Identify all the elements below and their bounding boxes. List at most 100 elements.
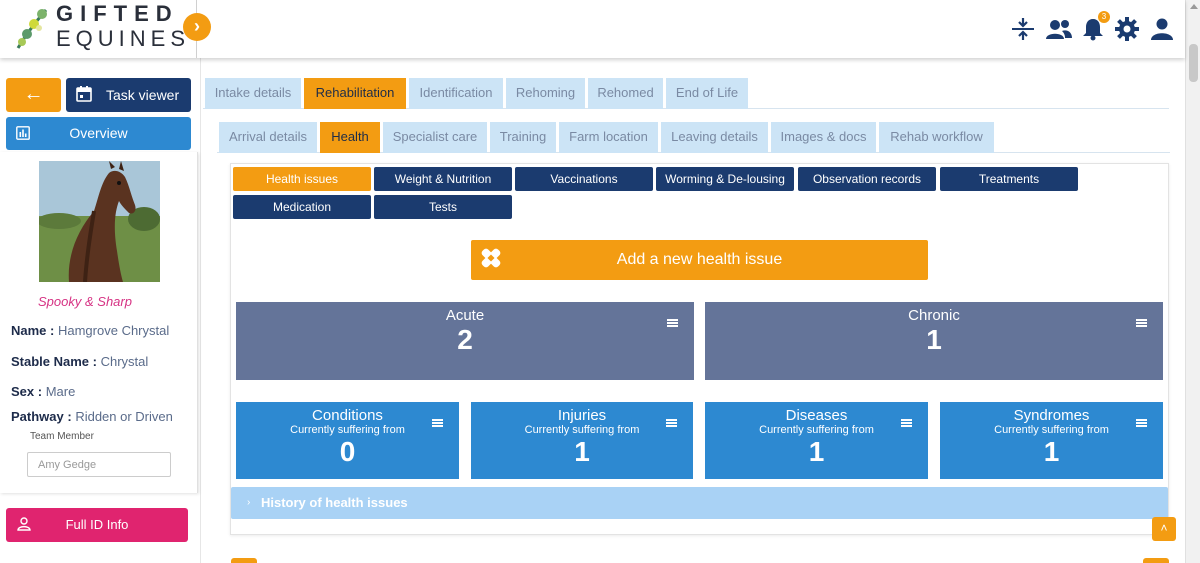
stat-title: Injuries [557,407,607,424]
info-value: Hamgrove Chrystal [57,323,170,338]
scroll-thumb[interactable] [1189,44,1198,82]
stat-value: 0 [339,436,356,467]
info-label: Name : [11,323,55,338]
category-health-issues[interactable]: Health issues [233,167,371,191]
hamburger-menu-icon[interactable] [432,419,443,427]
sidebar-toggle-button[interactable]: › [183,13,211,41]
sidebar-divider [200,58,201,563]
overview-button[interactable]: Overview [6,117,191,150]
full-id-info-button[interactable]: Full ID Info [6,508,188,542]
stat-card-diseases[interactable]: Diseases Currently suffering from 1 [705,402,928,479]
full-id-info-label: Full ID Info [65,517,129,532]
stat-subtitle: Currently suffering from [759,424,874,436]
stat-card-acute[interactable]: Acute 2 [236,302,694,380]
stat-title: Chronic [908,307,960,324]
horse-photo [39,161,160,282]
back-button[interactable]: ← [6,78,61,112]
category-vaccinations[interactable]: Vaccinations [515,167,653,191]
info-row-sex: Sex : Mare [11,384,75,399]
stat-card-syndromes[interactable]: Syndromes Currently suffering from 1 [940,402,1163,479]
stat-value: 1 [574,436,590,467]
task-viewer-label: Task viewer [106,87,180,103]
overview-label: Overview [69,125,128,141]
category-weight-nutrition[interactable]: Weight & Nutrition [374,167,512,191]
category-tests[interactable]: Tests [374,195,512,219]
gear-icon[interactable] [1114,16,1140,42]
tab-end-of-life[interactable]: End of Life [666,78,748,109]
stat-value: 1 [808,436,825,467]
stat-card-chronic[interactable]: Chronic 1 [705,302,1163,380]
subtab-health[interactable]: Health [320,122,380,153]
category-treatments[interactable]: Treatments [940,167,1078,191]
logo-icon [16,9,48,49]
bandage-icon [481,248,501,268]
stat-subtitle: Currently suffering from [290,424,405,436]
subtab-images-docs[interactable]: Images & docs [771,122,876,153]
team-member-label: Team Member [30,431,94,442]
hamburger-menu-icon[interactable] [1136,319,1147,327]
tab-rehabilitation[interactable]: Rehabilitation [304,78,406,109]
bar-chart-icon [16,126,30,140]
stat-card-conditions[interactable]: Conditions Currently suffering from 0 [236,402,459,479]
bell-icon[interactable] [1080,16,1106,42]
stat-value: 1 [926,324,942,355]
horse-nickname: Spooky & Sharp [38,294,132,309]
stat-subtitle: Currently suffering from [994,424,1109,436]
info-row-name: Name : Hamgrove Chrystal [11,323,169,338]
chevron-right-icon: › [247,497,251,508]
tab-identification[interactable]: Identification [409,78,503,109]
stat-card-injuries[interactable]: Injuries Currently suffering from 1 [471,402,693,479]
category-worming-delousing[interactable]: Worming & De-lousing [656,167,794,191]
add-health-issue-label: Add a new health issue [616,251,783,268]
subtab-arrival-details[interactable]: Arrival details [219,122,317,153]
stat-subtitle: Currently suffering from [524,424,640,436]
info-row-stable-name: Stable Name : Chrystal [11,354,148,369]
info-label: Stable Name : [11,354,97,369]
brand-name-line1: GIFTED [56,1,179,26]
hamburger-menu-icon[interactable] [667,319,678,327]
users-icon[interactable] [1045,16,1073,42]
category-medication[interactable]: Medication [233,195,371,219]
stat-value: 2 [457,324,473,355]
subtab-farm-location[interactable]: Farm location [559,122,658,153]
notification-badge: 3 [1098,11,1110,23]
stat-title: Conditions [312,407,383,424]
stat-title: Syndromes [1013,407,1090,424]
info-value: Mare [45,384,76,399]
tab-rehoming[interactable]: Rehoming [506,78,585,109]
person-icon [17,517,31,531]
subtab-training[interactable]: Training [490,122,556,153]
vertical-scrollbar[interactable] [1185,0,1200,563]
add-health-issue-button[interactable]: Add a new health issue [471,240,928,280]
bottom-button-peek[interactable] [1143,558,1169,563]
hamburger-menu-icon[interactable] [1136,419,1147,427]
task-viewer-button[interactable]: Task viewer [66,78,191,112]
top-header: GIFTED EQUINES › 3 [0,0,1185,58]
stat-title: Diseases [785,407,848,424]
info-value: Chrystal [100,354,149,369]
arrow-up-icon: ˄ [1160,521,1168,535]
history-label: History of health issues [261,495,408,510]
subtab-rehab-workflow[interactable]: Rehab workflow [879,122,994,153]
team-member-field[interactable]: Amy Gedge [27,452,171,477]
category-observation-records[interactable]: Observation records [798,167,936,191]
scroll-up-arrow-icon[interactable] [1190,4,1198,9]
bottom-button-peek[interactable] [231,558,257,563]
calendar-icon [76,86,92,102]
hamburger-menu-icon[interactable] [901,419,912,427]
subtab-leaving-details[interactable]: Leaving details [661,122,768,153]
history-accordion[interactable]: › History of health issues [231,487,1168,519]
tab-intake-details[interactable]: Intake details [205,78,301,109]
info-value: Ridden or Driven [75,409,173,424]
stat-value: 1 [1043,436,1060,467]
tab-rehomed[interactable]: Rehomed [588,78,663,109]
stat-title: Acute [445,307,485,324]
info-row-pathway: Pathway : Ridden or Driven [11,409,173,424]
subtab-specialist-care[interactable]: Specialist care [383,122,487,153]
scroll-to-top-button[interactable]: ˄ [1152,517,1176,541]
info-label: Pathway : [11,409,72,424]
hamburger-menu-icon[interactable] [666,419,677,427]
brand-name-line2: EQUINES [56,26,191,51]
user-icon[interactable] [1149,16,1175,42]
compress-icon[interactable] [1010,16,1036,42]
